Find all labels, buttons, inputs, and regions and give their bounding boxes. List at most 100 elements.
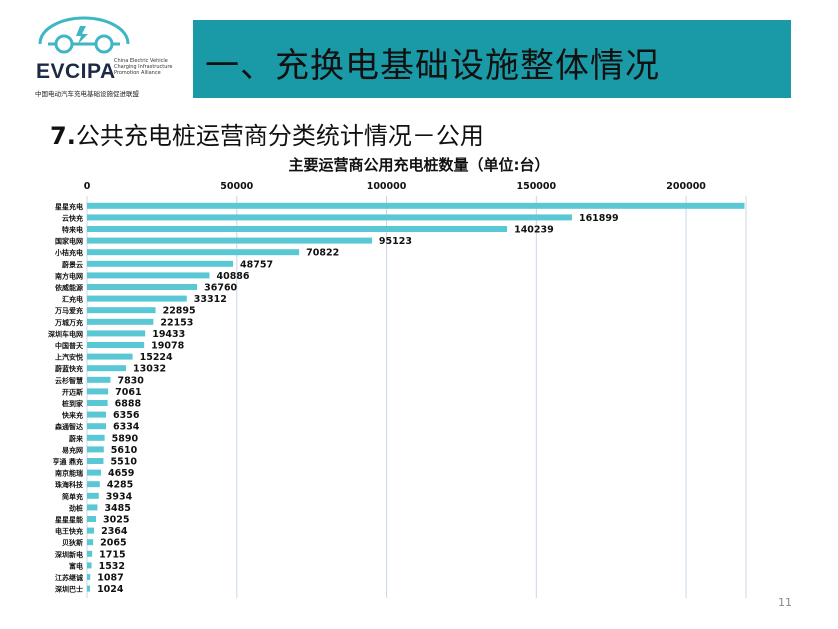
car-plug-icon xyxy=(38,16,130,54)
evcipa-logo: EVCIPA China Electric Vehicle Charging I… xyxy=(28,14,188,104)
bar xyxy=(87,284,198,290)
bar xyxy=(87,458,104,464)
bar xyxy=(87,527,95,534)
bar xyxy=(87,388,109,395)
data-label: 7061 xyxy=(115,387,141,398)
data-label: 40886 xyxy=(216,271,249,282)
category-label: 小桔充电 xyxy=(54,248,83,257)
bar xyxy=(87,214,572,221)
logo-brand: EVCIPA xyxy=(36,60,116,83)
data-label: 3025 xyxy=(103,515,129,526)
category-label: 南京能瑞 xyxy=(55,469,83,478)
category-label: 蔚景云 xyxy=(62,260,83,269)
category-label: 简单充 xyxy=(62,492,83,501)
bar xyxy=(87,202,745,209)
data-label: 13032 xyxy=(133,364,166,375)
data-label: 15224 xyxy=(140,352,173,363)
data-label: 6888 xyxy=(115,399,142,410)
bar xyxy=(87,330,146,337)
bar xyxy=(87,272,210,279)
category-label: 星星星能 xyxy=(55,515,83,524)
section-title: 公共充电桩运营商分类统计情况－公用 xyxy=(75,122,484,150)
category-label: 亨通 鼎充 xyxy=(53,457,83,466)
data-label: 3934 xyxy=(106,491,133,502)
data-label: 6334 xyxy=(113,422,140,433)
logo-english-name: China Electric Vehicle Charging Infrastr… xyxy=(114,58,173,76)
data-label: 7830 xyxy=(117,375,144,386)
data-label: 2065 xyxy=(100,538,126,549)
bar xyxy=(87,307,156,314)
bar xyxy=(87,492,99,499)
bar xyxy=(87,400,108,406)
category-label: 富电 xyxy=(69,561,83,570)
bar xyxy=(87,249,300,256)
data-label: 1024 xyxy=(97,584,124,595)
data-label: 95123 xyxy=(379,236,412,247)
bar xyxy=(87,434,105,441)
data-label: 1715 xyxy=(99,549,125,560)
header-banner: 一、充换电基础设施整体情况 xyxy=(193,20,791,98)
category-label: 云快充 xyxy=(62,213,83,222)
category-label: 江苏继诚 xyxy=(55,573,83,582)
x-tick-label: 0 xyxy=(84,181,91,192)
category-label: 深圳新电 xyxy=(55,550,83,559)
data-label: 5890 xyxy=(112,433,139,444)
data-label: 22153 xyxy=(160,317,193,328)
data-label: 161899 xyxy=(579,213,619,224)
data-label: 5610 xyxy=(111,445,138,456)
category-label: 上汽安悦 xyxy=(55,353,83,362)
bar xyxy=(87,318,154,325)
bar xyxy=(87,260,234,267)
bar xyxy=(87,423,106,430)
category-label: 星星充电 xyxy=(55,202,83,211)
category-label: 蔚来 xyxy=(69,434,84,443)
category-label: 劲桩 xyxy=(69,503,83,512)
bar xyxy=(87,376,111,383)
data-label: 19078 xyxy=(151,341,184,352)
section-number: 7. xyxy=(50,122,76,150)
category-label: 南方电网 xyxy=(55,271,83,280)
x-tick-label: 150000 xyxy=(516,181,556,192)
bar xyxy=(87,562,92,569)
bar xyxy=(87,469,101,476)
data-label: 33312 xyxy=(194,294,227,305)
bar xyxy=(87,411,107,418)
data-label: 6356 xyxy=(113,410,140,421)
bar xyxy=(87,226,508,232)
category-label: 中国普天 xyxy=(55,341,84,350)
section-heading: 7.公共充电桩运营商分类统计情况－公用 xyxy=(50,116,484,151)
bar xyxy=(87,365,127,372)
x-tick-label: 100000 xyxy=(367,181,407,192)
data-label: 3485 xyxy=(104,503,130,514)
data-label: 1532 xyxy=(99,561,125,572)
category-label: 开迈斯 xyxy=(62,387,83,396)
data-label: 48757 xyxy=(240,259,273,270)
category-label: 深圳车电网 xyxy=(48,329,83,338)
category-label: 电王快充 xyxy=(55,527,83,536)
bar xyxy=(87,342,145,348)
data-label: 4285 xyxy=(107,480,133,491)
bar xyxy=(87,481,100,488)
bar xyxy=(87,585,91,592)
data-label: 2364 xyxy=(101,526,128,537)
data-label: 5510 xyxy=(111,457,138,468)
x-tick-label: 200000 xyxy=(666,181,706,192)
chart-title: 主要运营商公用充电桩数量（单位:台） xyxy=(288,156,550,174)
data-label: 140239 xyxy=(514,225,554,236)
bar xyxy=(87,295,187,302)
data-label: 36760 xyxy=(204,283,237,294)
category-label: 蔚蓝快充 xyxy=(55,364,83,373)
category-label: 汇充电 xyxy=(62,295,83,304)
x-tick-label: 50000 xyxy=(220,181,253,192)
bar xyxy=(87,446,104,453)
bar xyxy=(87,539,94,546)
data-label: 19433 xyxy=(152,329,185,340)
category-label: 森通智达 xyxy=(55,422,83,431)
category-label: 依威能源 xyxy=(55,283,83,292)
category-label: 快来充 xyxy=(62,411,83,420)
logo-chinese-name: 中国电动汽车充电基础设施促进联盟 xyxy=(35,90,139,98)
page-title: 一、充换电基础设施整体情况 xyxy=(205,46,660,86)
bar xyxy=(87,550,93,557)
data-label: 4659 xyxy=(108,468,134,479)
